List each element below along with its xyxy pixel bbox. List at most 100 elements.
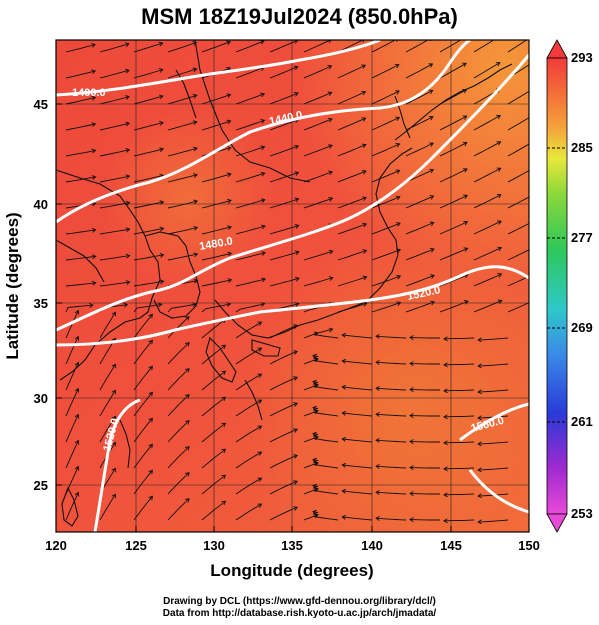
streamline <box>167 394 190 417</box>
streamline-arrow <box>74 491 80 497</box>
streamline <box>409 467 440 469</box>
streamline <box>167 253 198 261</box>
streamline <box>235 172 265 183</box>
streamline <box>507 170 529 183</box>
streamline <box>507 249 529 261</box>
streamline <box>371 143 400 157</box>
streamline <box>473 220 502 235</box>
streamline-arrow <box>193 278 199 284</box>
streamline-arrow <box>148 495 153 501</box>
streamline <box>405 169 434 183</box>
streamline-arrow <box>192 41 198 46</box>
streamline-arrow <box>294 171 300 176</box>
streamline <box>313 514 339 521</box>
streamline-arrow <box>148 391 153 397</box>
streamline-arrow <box>111 311 116 317</box>
streamline <box>235 66 265 79</box>
streamline-arrow <box>257 399 263 404</box>
streamline <box>201 199 232 209</box>
streamline-arrow <box>111 493 116 499</box>
streamline-arrow <box>227 198 232 204</box>
streamline-arrow <box>328 170 334 176</box>
streamline-arrow <box>314 409 319 415</box>
streamline-arrow <box>429 195 435 200</box>
streamline <box>167 420 190 443</box>
streamline-arrow <box>531 247 535 251</box>
streamline-arrow <box>125 227 131 233</box>
contour-label: 1480.0 <box>198 235 233 253</box>
streamline-arrow <box>221 448 227 454</box>
streamline-arrow <box>328 249 334 255</box>
streamline <box>405 63 433 79</box>
streamline-arrow <box>477 493 482 499</box>
streamline <box>99 494 116 521</box>
streamline-arrow <box>227 251 233 257</box>
streamline-arrow <box>91 95 97 101</box>
streamline <box>409 363 440 365</box>
streamline-arrow <box>312 353 317 359</box>
streamline <box>65 123 96 131</box>
streamline-arrow <box>409 361 414 367</box>
streamline <box>376 439 407 443</box>
streamline-arrow <box>314 513 319 519</box>
streamline <box>342 438 373 443</box>
streamline <box>409 415 440 417</box>
streamline-arrow <box>125 95 130 100</box>
streamline <box>409 441 440 443</box>
streamline <box>376 361 407 365</box>
streamline-arrow <box>328 276 334 281</box>
streamline <box>99 390 116 417</box>
streamline-arrow <box>221 500 227 506</box>
streamline <box>371 196 400 209</box>
streamline-arrow <box>159 226 165 232</box>
streamline-arrow <box>328 196 334 202</box>
streamline <box>376 465 407 469</box>
x-tick-label: 120 <box>45 538 67 553</box>
streamline <box>133 254 164 261</box>
streamline-arrow <box>226 119 232 125</box>
streamline <box>269 40 298 53</box>
streamline-arrow <box>341 462 346 468</box>
streamline-arrow <box>257 425 263 430</box>
streamline-arrow <box>375 333 380 339</box>
streamline-arrow <box>294 276 300 282</box>
streamline <box>133 201 164 209</box>
streamline-arrow <box>428 116 434 121</box>
streamline-arrow <box>312 405 317 411</box>
streamline-arrow <box>257 321 263 326</box>
streamline-arrow <box>91 254 97 260</box>
streamline-arrow <box>125 121 131 127</box>
streamline <box>269 480 298 495</box>
streamline-arrow <box>293 324 299 329</box>
streamline-arrow <box>293 454 299 459</box>
streamline-arrow <box>148 313 153 319</box>
streamline-arrow <box>362 40 365 43</box>
streamline-arrow <box>294 302 300 307</box>
streamline <box>269 506 298 521</box>
streamline-arrow <box>428 63 434 68</box>
streamline-arrow <box>91 227 97 233</box>
streamline-arrow <box>462 62 467 68</box>
map-title: MSM 18Z19Jul2024 (850.0hPa) <box>141 4 458 29</box>
streamline-arrow <box>463 247 469 252</box>
streamline-arrow <box>158 68 164 73</box>
streamline <box>133 496 153 521</box>
streamline-arrow <box>462 168 468 173</box>
streamline-arrow <box>477 467 482 473</box>
streamline-arrow <box>314 357 319 363</box>
streamline-arrow <box>463 220 469 226</box>
streamline-arrow <box>185 446 190 451</box>
streamline <box>65 229 96 235</box>
streamline <box>303 65 332 79</box>
streamline-arrow <box>530 115 534 119</box>
streamline-arrow <box>462 141 468 147</box>
streamline-arrow <box>429 247 435 253</box>
streamline-arrow <box>193 173 198 178</box>
streamline-arrow <box>361 117 367 122</box>
streamline-arrow <box>192 67 198 73</box>
streamline-arrow <box>429 221 435 227</box>
streamline-arrow <box>221 396 227 402</box>
streamline <box>235 373 262 391</box>
y-axis: 25 30 35 40 45 <box>34 97 62 493</box>
streamline-arrow <box>497 299 503 304</box>
